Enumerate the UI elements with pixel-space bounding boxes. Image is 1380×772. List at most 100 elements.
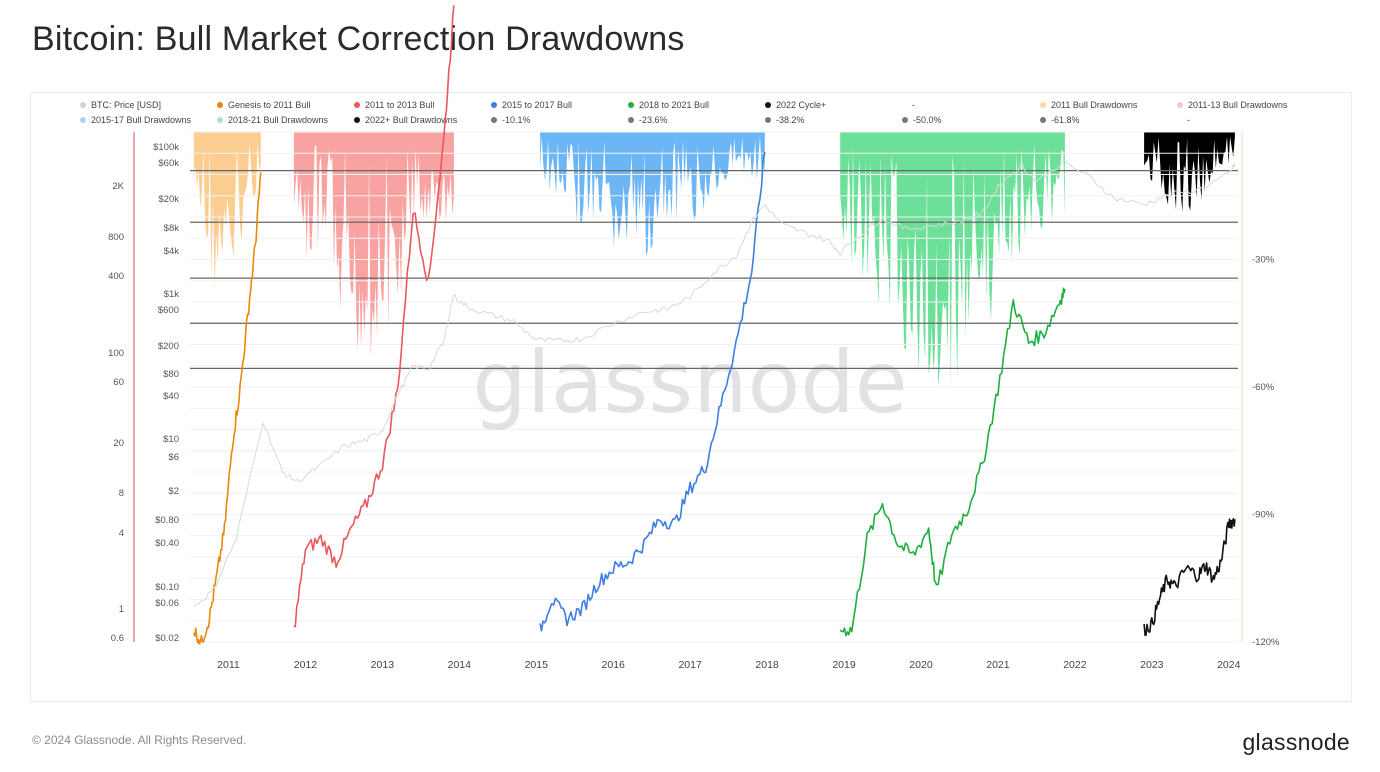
y-tick-outer: 60 xyxy=(113,377,124,388)
y-tick-inner: $40 xyxy=(163,391,179,402)
legend-item-genesis[interactable]: Genesis to 2011 Bull xyxy=(217,100,310,110)
y-tick-right: -30% xyxy=(1252,255,1275,266)
footer-copyright: © 2024 Glassnode. All Rights Reserved. xyxy=(32,733,247,747)
legend-item-blank[interactable]: - xyxy=(912,100,915,110)
footer-logo[interactable]: glassnode xyxy=(1242,729,1350,755)
y-tick-inner: $20k xyxy=(158,194,179,205)
x-tick: 2021 xyxy=(986,659,1010,671)
x-tick: 2014 xyxy=(448,659,472,671)
y-tick-inner: $1k xyxy=(164,289,180,300)
y-tick-inner: $0.10 xyxy=(155,582,179,593)
legend-label: -61.8% xyxy=(1051,115,1080,125)
legend-label: 2022+ Bull Drawdowns xyxy=(365,115,458,125)
legend-item-2011-drawdowns[interactable]: 2011 Bull Drawdowns xyxy=(1040,100,1137,110)
y-tick-right: -120% xyxy=(1252,637,1280,648)
legend-dot-icon xyxy=(80,102,86,108)
legend-item-2015-17-drawdowns[interactable]: 2015-17 Bull Drawdowns xyxy=(80,115,191,125)
gridlines xyxy=(190,131,1238,643)
y-tick-inner: $0.80 xyxy=(155,515,179,526)
legend-dot-icon xyxy=(354,117,360,123)
legend-item-blank-2[interactable]: - xyxy=(1187,115,1190,125)
legend-item-2011-13-drawdowns[interactable]: 2011-13 Bull Drawdowns xyxy=(1177,100,1287,110)
chart-card xyxy=(30,92,1352,702)
x-tick: 2015 xyxy=(525,659,549,671)
y-tick-inner: $10 xyxy=(163,434,179,445)
x-tick: 2012 xyxy=(294,659,318,671)
legend-label: 2015-17 Bull Drawdowns xyxy=(91,115,192,125)
legend-label: 2015 to 2017 Bull xyxy=(502,100,573,110)
y-tick-outer: 800 xyxy=(108,232,124,243)
legend-item-level-61-8[interactable]: -61.8% xyxy=(1040,115,1080,125)
y-tick-inner: $0.40 xyxy=(155,538,179,549)
legend-dot-icon xyxy=(354,102,360,108)
legend-label: - xyxy=(1187,115,1190,125)
drawdown-band-2 xyxy=(540,132,765,256)
series-line-genesis-to-2011-bull xyxy=(193,172,262,645)
y-tick-outer: 1 xyxy=(119,604,124,615)
x-tick: 2018 xyxy=(755,659,779,671)
page-title: Bitcoin: Bull Market Correction Drawdown… xyxy=(32,20,685,58)
legend-dot-icon xyxy=(628,102,634,108)
y-tick-inner: $8k xyxy=(164,223,180,234)
legend-dot-icon xyxy=(628,117,634,123)
fib-levels xyxy=(190,170,1238,369)
legend-dot-icon xyxy=(217,117,223,123)
x-tick: 2019 xyxy=(832,659,856,671)
series-line-2015-to-2017-bull xyxy=(539,151,766,632)
y-tick-inner: $600 xyxy=(158,305,179,316)
x-tick: 2023 xyxy=(1140,659,1164,671)
y-tick-inner: $0.02 xyxy=(155,633,179,644)
y-tick-inner: $4k xyxy=(164,246,180,257)
legend-dot-icon xyxy=(80,117,86,123)
drawdown-band-0 xyxy=(193,132,261,290)
legend-item-btc-price[interactable]: BTC: Price [USD] xyxy=(80,100,161,110)
x-tick: 2013 xyxy=(371,659,395,671)
x-tick: 2020 xyxy=(909,659,933,671)
series-line-btc-price-usd- xyxy=(193,158,1236,608)
series-line-2018-to-2021-bull xyxy=(839,287,1066,637)
y-tick-inner: $0.06 xyxy=(155,598,179,609)
y-tick-outer: 4 xyxy=(119,528,124,539)
chart-legend: BTC: Price [USD] Genesis to 2011 Bull 20… xyxy=(50,100,1340,130)
series-line-2011-to-2013-bull xyxy=(293,5,455,628)
axes: 2K 800 400 100 60 20 8 4 1 0.6 $100k $60k $20k $8k $4k… xyxy=(108,132,1280,671)
legend-label: - xyxy=(912,100,915,110)
y-tick-outer: 0.6 xyxy=(111,633,124,644)
legend-item-level-23-6[interactable]: -23.6% xyxy=(628,115,668,125)
legend-label: Genesis to 2011 Bull xyxy=(228,100,311,110)
legend-item-2018-2021[interactable]: 2018 to 2021 Bull xyxy=(628,100,709,110)
legend-label: 2011 Bull Drawdowns xyxy=(1051,100,1138,110)
legend-label: BTC: Price [USD] xyxy=(91,100,162,110)
drawdown-band-1 xyxy=(293,132,454,358)
legend-dot-icon xyxy=(491,102,497,108)
legend-label: -50.0% xyxy=(913,115,942,125)
x-tick: 2016 xyxy=(602,659,626,671)
y-tick-inner: $100k xyxy=(153,142,179,153)
legend-item-level-50-0[interactable]: -50.0% xyxy=(902,115,942,125)
legend-item-2015-2017[interactable]: 2015 to 2017 Bull xyxy=(491,100,572,110)
legend-dot-icon xyxy=(1040,102,1046,108)
legend-item-2018-21-drawdowns[interactable]: 2018-21 Bull Drawdowns xyxy=(217,115,328,125)
y-tick-inner: $2 xyxy=(168,486,179,497)
y-tick-inner: $200 xyxy=(158,341,179,352)
legend-item-2022-cycle[interactable]: 2022 Cycle+ xyxy=(765,100,826,110)
y-tick-inner: $60k xyxy=(158,158,179,169)
legend-label: 2011 to 2013 Bull xyxy=(365,100,435,110)
y-tick-right: -60% xyxy=(1252,382,1275,393)
legend-label: 2022 Cycle+ xyxy=(776,100,827,110)
y-tick-outer: 100 xyxy=(108,348,124,359)
legend-item-2022-drawdowns[interactable]: 2022+ Bull Drawdowns xyxy=(354,115,457,125)
legend-item-level-10-1[interactable]: -10.1% xyxy=(491,115,531,125)
legend-item-level-38-2[interactable]: -38.2% xyxy=(765,115,805,125)
legend-item-2011-2013[interactable]: 2011 to 2013 Bull xyxy=(354,100,434,110)
y-tick-right: -90% xyxy=(1252,510,1275,521)
legend-dot-icon xyxy=(1040,117,1046,123)
legend-label: -23.6% xyxy=(639,115,668,125)
y-tick-outer: 2K xyxy=(112,181,124,192)
legend-label: -38.2% xyxy=(776,115,805,125)
y-tick-inner: $6 xyxy=(168,452,179,463)
x-tick: 2024 xyxy=(1217,659,1241,671)
y-tick-outer: 20 xyxy=(113,438,124,449)
y-tick-outer: 400 xyxy=(108,271,124,282)
legend-dot-icon xyxy=(1177,102,1183,108)
